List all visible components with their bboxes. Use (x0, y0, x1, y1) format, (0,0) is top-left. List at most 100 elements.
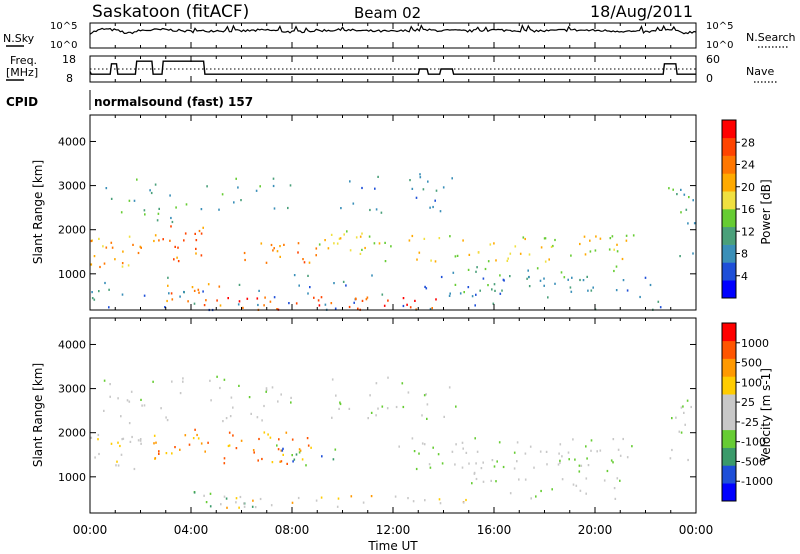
scatter-cell (378, 242, 381, 245)
colorbar-tick-label: 500 (741, 357, 762, 370)
scatter-cell (569, 286, 572, 289)
velocity-colorbar-label: Velocity [m s-1] (759, 368, 773, 462)
scatter-cell (528, 285, 531, 288)
scatter-cell (216, 375, 218, 378)
scatter-cell (439, 502, 442, 505)
scatter-cell (330, 233, 333, 236)
scatter-cell (580, 464, 583, 467)
scatter-cell (203, 304, 206, 307)
scatter-cell (302, 258, 304, 261)
scatter-cell (502, 278, 505, 281)
scatter-cell (479, 289, 481, 292)
colorbar-swatch (722, 191, 736, 210)
cpid-label: CPID (6, 95, 38, 109)
scatter-cell (176, 256, 178, 259)
scatter-cell (285, 431, 288, 434)
scatter-cell (424, 499, 426, 502)
cpid-program: normalsound (fast) 157 (94, 95, 253, 109)
scatter-cell (418, 251, 421, 254)
nave-tick-top: 60 (706, 53, 720, 66)
scatter-cell (421, 414, 423, 417)
scatter-cell (468, 253, 471, 256)
velocity-y-axis: 1000 2000 3000 4000 (58, 338, 696, 484)
scatter-cell (454, 255, 457, 258)
scatter-cell (427, 180, 429, 183)
scatter-cell (621, 257, 624, 261)
x-tick-label: 12:00 (376, 523, 411, 537)
scatter-cell (97, 438, 99, 441)
scatter-cell (200, 232, 203, 235)
scatter-cell (452, 271, 455, 274)
scatter-cell (465, 451, 468, 454)
scatter-cell (230, 396, 233, 399)
scatter-cell (222, 420, 224, 423)
velocity-scatter (90, 375, 692, 509)
scatter-cell (491, 459, 494, 462)
colorbar-swatch (722, 244, 736, 263)
scatter-cell (299, 449, 302, 452)
scatter-cell (402, 297, 405, 300)
scatter-cell (578, 470, 581, 473)
scatter-cell (128, 199, 131, 202)
scatter-cell (567, 451, 570, 454)
scatter-cell (429, 307, 432, 311)
scatter-cell (415, 467, 418, 471)
scatter-cell (99, 265, 101, 269)
scatter-cell (171, 298, 174, 301)
scatter-cell (407, 391, 410, 394)
scatter-cell (421, 442, 424, 445)
scatter-cell (586, 457, 588, 460)
scatter-cell (535, 495, 537, 498)
scatter-cell (686, 399, 689, 402)
scatter-cell (595, 235, 597, 238)
y-tick-label: 1000 (58, 268, 86, 281)
scatter-cell (240, 199, 242, 202)
scatter-cell (529, 445, 532, 448)
scatter-cell (126, 399, 129, 402)
scatter-cell (516, 460, 518, 463)
scatter-cell (209, 492, 212, 495)
scatter-cell (105, 246, 108, 249)
scatter-cell (150, 191, 153, 195)
scatter-cell (242, 306, 244, 309)
time-axis: 00:00 04:00 08:00 12:00 16:00 20:00 00:00 (73, 23, 714, 537)
scatter-cell (179, 392, 182, 395)
x-tick-label: 20:00 (578, 523, 613, 537)
frequency-line (89, 60, 696, 75)
scatter-cell (409, 306, 412, 309)
colorbar-swatch (722, 412, 736, 431)
scatter-cell (183, 239, 185, 242)
scatter-cell (467, 286, 470, 289)
scatter-cell (428, 463, 431, 466)
scatter-cell (129, 440, 132, 443)
scatter-cell (306, 437, 309, 440)
colorbar-swatch (722, 262, 736, 281)
scatter-cell (269, 436, 272, 439)
scatter-cell (361, 232, 363, 235)
scatter-cell (463, 291, 465, 294)
scatter-cell (468, 462, 470, 465)
colorbar-swatch (722, 465, 736, 484)
scatter-cell (498, 441, 501, 444)
scatter-cell (171, 452, 173, 455)
scatter-cell (290, 396, 292, 399)
colorbar-swatch (722, 323, 736, 342)
scatter-cell (221, 193, 224, 196)
scatter-cell (419, 173, 421, 176)
scatter-cell (278, 438, 280, 441)
scatter-cell (609, 237, 612, 240)
x-tick-label: 00:00 (679, 523, 714, 537)
colorbar-tick-label: 24 (741, 159, 755, 172)
scatter-cell (401, 382, 404, 385)
scatter-cell (223, 462, 226, 465)
scatter-cell (256, 416, 259, 419)
scatter-cell (167, 276, 169, 279)
scatter-cell (644, 276, 647, 279)
scatter-cell (536, 267, 539, 270)
scatter-cell (257, 459, 259, 462)
scatter-cell (339, 237, 342, 240)
scatter-cell (571, 276, 573, 279)
noise-right-tick-top: 10^5 (706, 21, 733, 32)
scatter-cell (317, 299, 320, 302)
colorbar-swatch (722, 209, 736, 228)
